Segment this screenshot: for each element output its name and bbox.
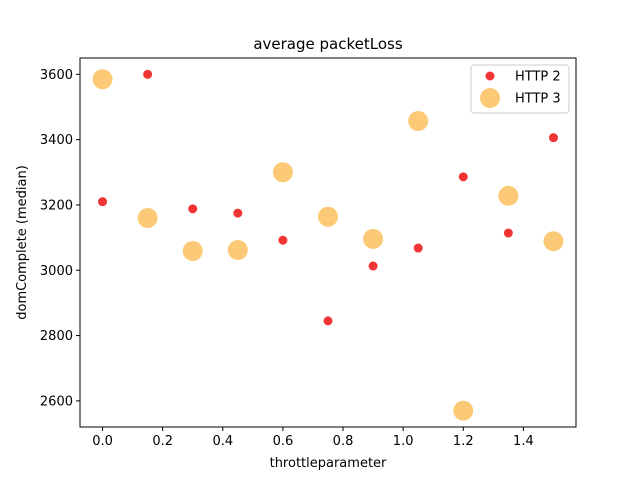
x-tick-label: 0.4 bbox=[212, 434, 233, 449]
http3-point bbox=[137, 208, 158, 229]
http3-point bbox=[498, 185, 519, 206]
http3-point bbox=[182, 240, 203, 261]
y-tick-label: 3200 bbox=[40, 198, 73, 213]
http3-point bbox=[318, 206, 338, 227]
x-tick-label: 0.8 bbox=[333, 434, 354, 449]
http2-point bbox=[458, 172, 468, 182]
http3-point bbox=[408, 111, 429, 132]
y-tick-label: 2600 bbox=[40, 394, 73, 409]
legend-marker-http3 bbox=[480, 88, 500, 108]
legend-label-http3: HTTP 3 bbox=[515, 92, 561, 107]
http2-point bbox=[188, 204, 198, 214]
http3-point bbox=[453, 400, 474, 421]
http2-point bbox=[548, 133, 558, 143]
y-tick-label: 3600 bbox=[40, 68, 73, 83]
http2-point bbox=[143, 69, 153, 79]
x-tick-label: 1.4 bbox=[513, 434, 534, 449]
x-tick-label: 1.0 bbox=[393, 434, 414, 449]
http3-point bbox=[363, 228, 384, 249]
x-tick-label: 0.0 bbox=[92, 434, 113, 449]
legend-label-http2: HTTP 2 bbox=[515, 70, 561, 85]
http2-point bbox=[503, 228, 513, 238]
x-axis-title: throttleparameter bbox=[270, 456, 387, 471]
y-axis-title: domComplete (median) bbox=[15, 165, 30, 320]
http3-point bbox=[272, 162, 293, 183]
http2-point bbox=[368, 261, 378, 271]
x-axis: 0.0 0.2 0.4 0.6 0.8 1.0 1.2 1.4 bbox=[92, 427, 534, 449]
x-tick-label: 1.2 bbox=[453, 434, 474, 449]
legend: HTTP 2 HTTP 3 bbox=[470, 64, 570, 114]
x-tick-label: 0.6 bbox=[273, 434, 294, 449]
http2-point bbox=[413, 243, 423, 253]
y-tick-label: 3000 bbox=[40, 264, 73, 279]
series-http2 bbox=[98, 69, 558, 326]
axes-frame bbox=[79, 57, 577, 428]
http2-point bbox=[233, 208, 243, 218]
plot-area bbox=[92, 69, 564, 421]
http2-point bbox=[323, 316, 333, 326]
x-tick-label: 0.2 bbox=[152, 434, 173, 449]
chart-title: average packetLoss bbox=[253, 35, 402, 53]
y-tick-label: 2800 bbox=[40, 329, 73, 344]
y-tick-label: 3400 bbox=[40, 133, 73, 148]
http3-point bbox=[543, 231, 564, 252]
http2-point bbox=[278, 235, 288, 245]
series-http3 bbox=[92, 69, 564, 421]
y-axis: 2600 2800 3000 3200 3400 3600 bbox=[40, 68, 80, 409]
http3-point bbox=[92, 69, 113, 90]
http3-point bbox=[227, 240, 248, 261]
http2-point bbox=[98, 197, 108, 207]
legend-marker-http2 bbox=[485, 71, 495, 81]
